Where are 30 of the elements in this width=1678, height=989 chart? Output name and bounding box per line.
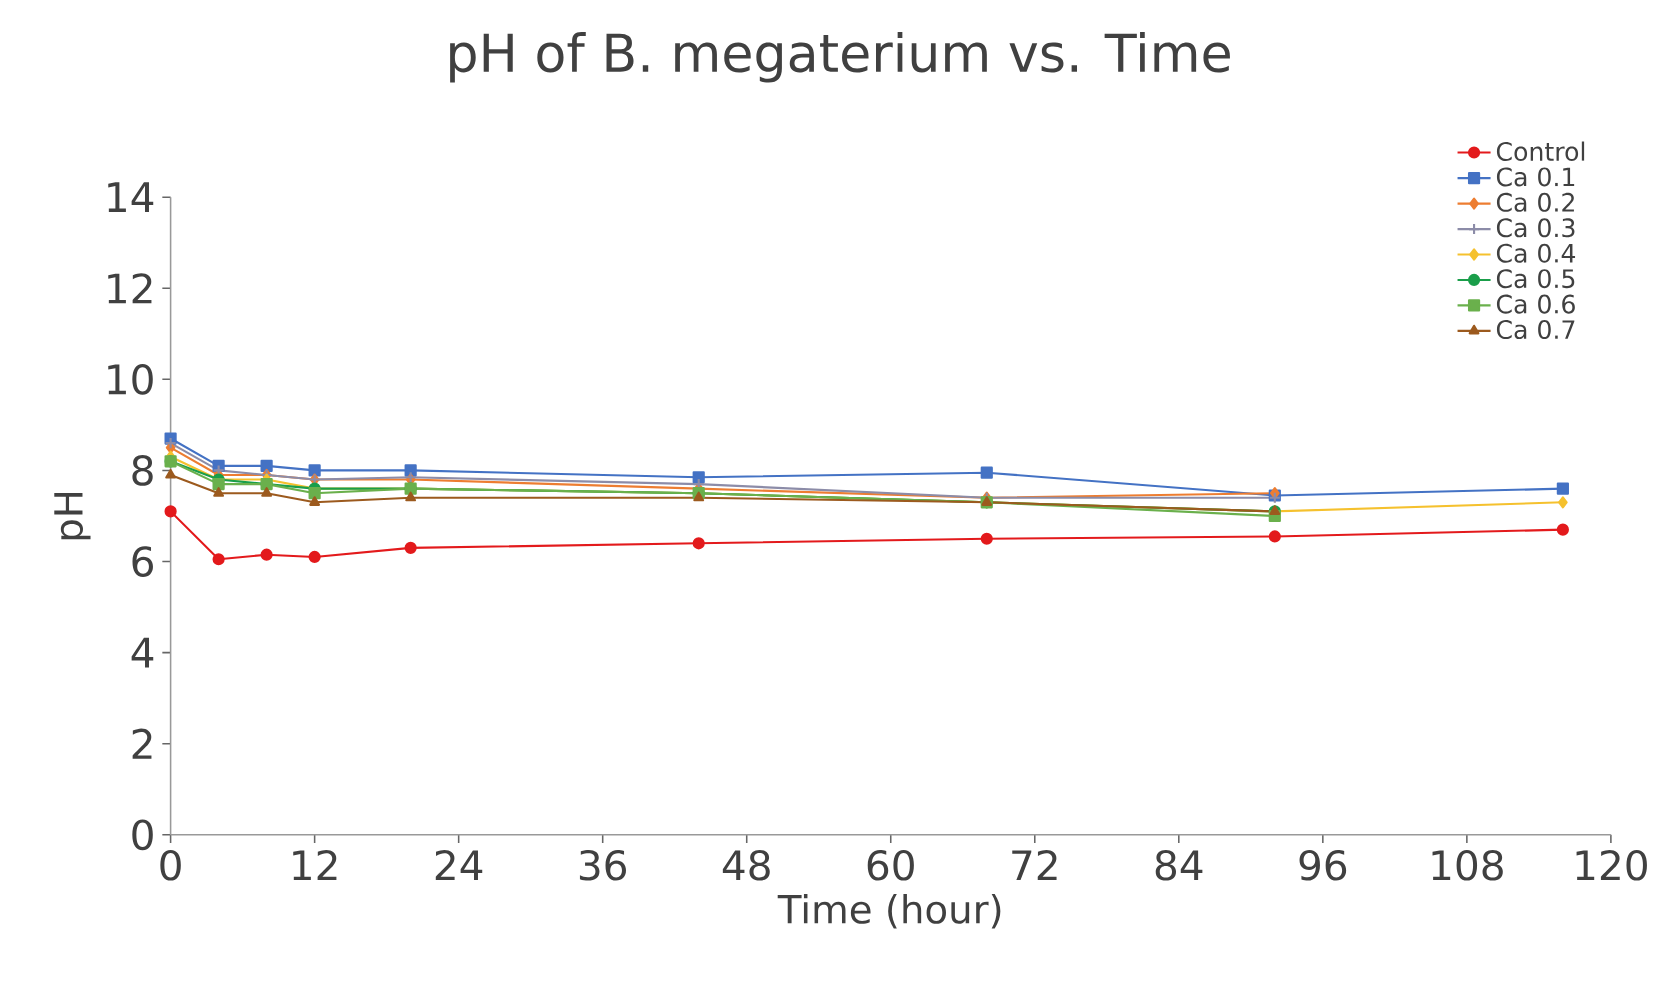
y-tick-label: 2 [132,728,152,759]
x-tick-label: 36 [579,850,626,881]
legend-label: Ca 0.2 [1496,193,1574,213]
legend-label: Ca 0.6 [1496,294,1575,314]
legend-label: Control [1496,141,1585,162]
x-tick-label: 72 [1012,850,1057,881]
x-tick-label: 12 [293,850,337,881]
legend-label: Ca 0.4 [1496,243,1576,263]
chart-title: pH of B. megaterium vs. Time [450,32,1230,83]
x-tick-label: 108 [1432,850,1503,881]
y-tick-label: 6 [132,546,153,578]
x-tick-label: 0 [160,850,181,881]
x-tick-label: 24 [435,850,483,881]
legend-label: Ca 0.1 [1496,167,1575,187]
y-axis-title: pH [54,493,91,540]
x-tick-label: 120 [1576,850,1647,881]
y-tick-label: 10 [108,364,153,395]
x-tick-label: 84 [1155,850,1203,881]
legend-label: Ca 0.7 [1496,320,1575,340]
x-axis-title: Time (hour) [777,894,1001,929]
x-tick-label: 60 [867,850,914,881]
legend-label: Ca 0.3 [1496,218,1575,238]
y-tick-label: 4 [131,637,154,668]
x-tick-label: 48 [722,850,770,881]
x-tick-label: 96 [1299,850,1347,881]
y-tick-label: 12 [108,273,152,304]
legend-label: Ca 0.5 [1496,269,1575,289]
y-tick-label: 14 [108,182,154,213]
y-tick-label: 0 [132,819,153,851]
y-tick-label: 8 [132,455,153,486]
